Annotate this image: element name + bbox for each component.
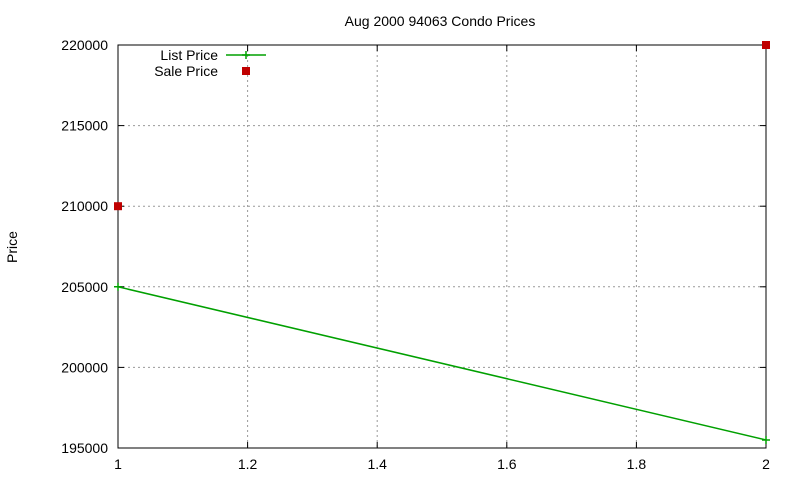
x-tick-label: 1.8 — [627, 456, 647, 472]
sale-price-point — [114, 202, 122, 211]
legend-label-list-price: List Price — [160, 47, 218, 63]
legend-marker-sale-price — [242, 67, 250, 75]
legend-label-sale-price: Sale Price — [154, 63, 218, 79]
y-tick-label: 220000 — [61, 37, 108, 53]
plot-frame — [117, 44, 767, 449]
y-tick-label: 205000 — [61, 279, 108, 295]
list-price-point — [762, 435, 770, 444]
x-tick-label: 2 — [762, 456, 770, 472]
x-tick-label: 1.4 — [367, 456, 387, 472]
legend-marker-list-price — [242, 51, 250, 59]
y-tick-label: 215000 — [61, 118, 108, 134]
list-price-line — [117, 286, 767, 441]
x-tick-label: 1.2 — [238, 456, 258, 472]
list-price-point — [114, 282, 122, 291]
ticks: 1 1.2 1.4 1.6 1.8 2 195000 200000 205000 210000 21… — [61, 37, 770, 472]
y-tick-label: 195000 — [61, 440, 108, 456]
sale-price-point — [762, 41, 770, 49]
grid — [118, 45, 766, 448]
chart-title: Aug 2000 94063 Condo Prices — [345, 13, 536, 29]
x-tick-label: 1 — [114, 456, 122, 472]
x-tick-label: 1.6 — [497, 456, 517, 472]
y-tick-label: 210000 — [61, 198, 108, 214]
series-layer — [114, 41, 770, 444]
y-tick-label: 200000 — [61, 359, 108, 375]
y-axis-label: Price — [4, 231, 20, 263]
